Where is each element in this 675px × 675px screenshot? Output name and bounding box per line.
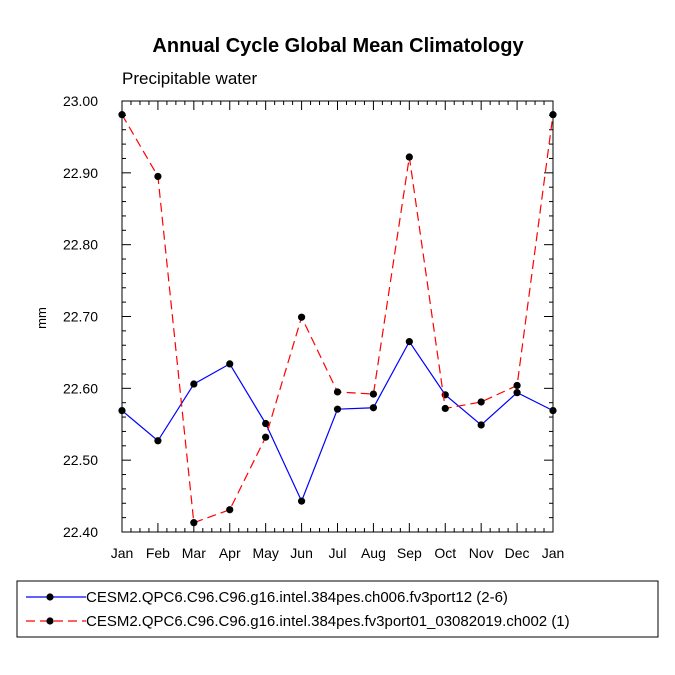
x-tick-label: Jun [290,545,313,561]
legend-box [16,580,659,638]
data-point [369,404,378,412]
legend-marker-1 [46,593,54,601]
legend-label-1: CESM2.QPC6.C96.C96.g16.intel.384pes.ch00… [86,589,508,606]
data-point [226,506,234,514]
data-point [333,405,342,413]
data-point [262,419,270,428]
plot-frame [121,100,554,533]
data-point [549,407,557,415]
data-point [190,519,198,527]
plot-area: Jan Feb Mar Apr May Jun Jul Aug Sep Oct Nov Dec Jan 2… [63,93,564,561]
y-tick-label: 22.40 [63,524,98,540]
x-tick-label: Sep [397,545,422,561]
x-tick-label: Dec [505,545,530,561]
y-axis-label: mm [34,307,49,329]
y-tick-label: 22.90 [63,165,98,181]
data-point [297,313,306,321]
data-point [154,437,162,445]
x-tick-label: Feb [146,545,170,561]
data-point [154,172,162,181]
data-point [477,421,485,429]
legend-label-2: CESM2.QPC6.C96.C96.g16.intel.384pes.fv3p… [86,613,570,630]
y-tick-label: 22.70 [63,309,98,325]
data-point [513,381,521,390]
y-tick-label: 23.00 [63,93,98,109]
x-tick-label: Apr [219,545,241,561]
data-point [226,360,234,368]
y-tick-label: 22.50 [63,452,98,468]
y-tick-label: 22.80 [63,237,98,253]
series-line-2 [121,114,554,524]
data-point [369,390,378,398]
legend: CESM2.QPC6.C96.C96.g16.intel.384pes.ch00… [16,580,659,638]
x-tick-label: Aug [361,545,386,561]
data-point [333,388,342,396]
data-point [549,111,557,119]
x-tick-label: Oct [434,545,456,561]
legend-marker-2 [46,617,54,625]
x-tick-label: Jul [329,545,347,561]
y-tick-label: 22.60 [63,380,98,396]
chart-title: Annual Cycle Global Mean Climatology [152,35,524,57]
data-point [190,380,198,388]
data-point [405,153,413,161]
data-point [262,433,270,441]
data-point [118,407,126,415]
chart-subtitle: Precipitable water [122,69,257,88]
data-point [513,389,521,397]
data-point [405,338,413,346]
x-tick-label: Mar [182,545,206,561]
x-tick-label: Jan [111,545,134,561]
x-tick-label: May [252,545,278,561]
data-point [297,497,306,505]
data-point [118,111,126,119]
data-point [477,398,485,406]
x-tick-label: Nov [469,545,494,561]
series-line-1 [121,340,554,503]
data-point [441,404,449,413]
x-tick-label: Jan [542,545,565,561]
